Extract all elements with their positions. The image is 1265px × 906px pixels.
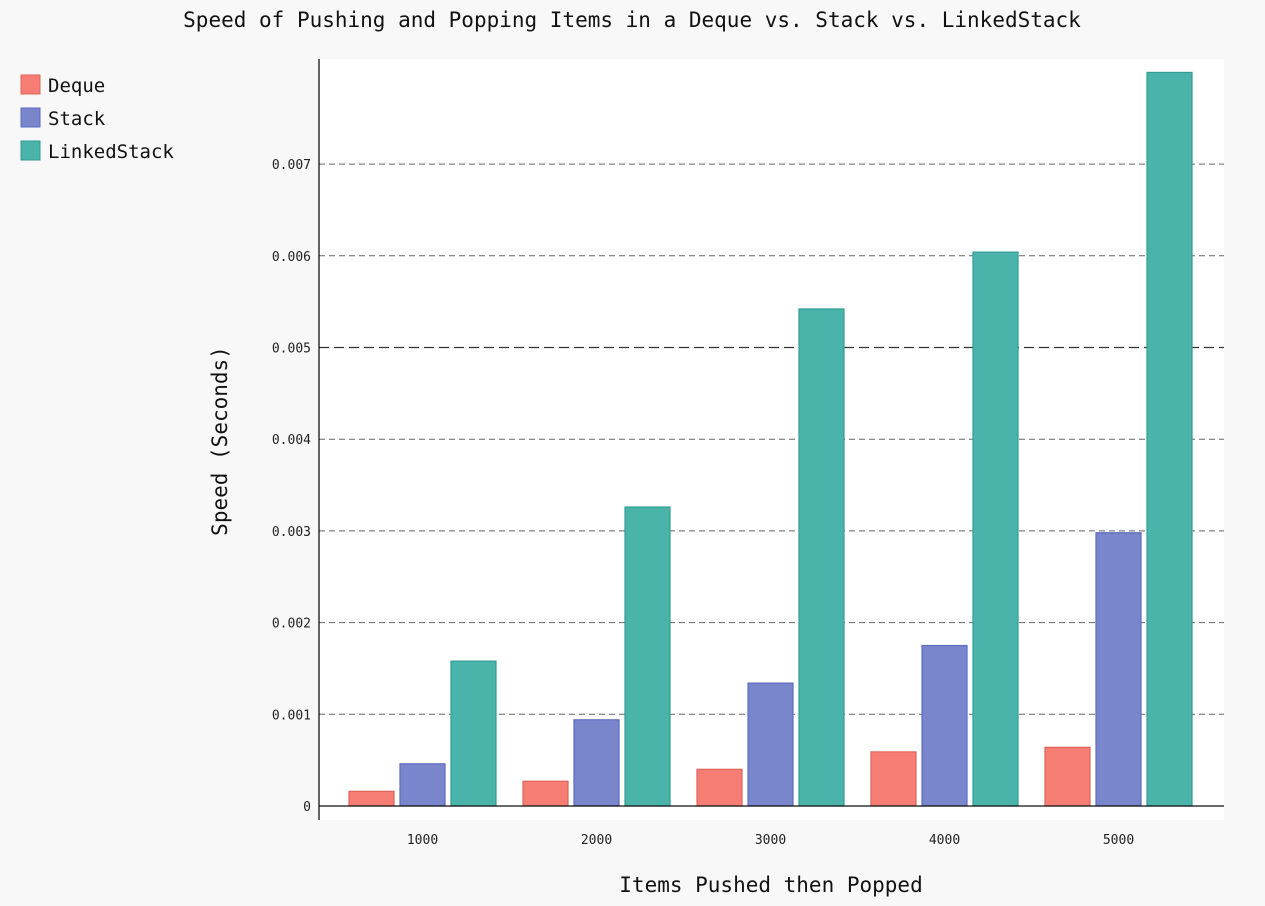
bar-stack-3000[interactable] [747,682,794,807]
bar-linkedstack-5000[interactable] [1146,71,1193,807]
y-axis-title: Speed (Seconds) [208,346,232,536]
x-tick-labels: 1000 2000 3000 4000 5000 [407,833,1134,848]
y-tick-label: 0.001 [272,708,311,723]
bar-stack-5000[interactable] [1095,532,1142,807]
x-tick-label: 1000 [407,833,438,848]
x-tick-label: 3000 [755,833,786,848]
chart-title: Speed of Pushing and Popping Items in a … [183,8,1081,32]
bar-linkedstack-1000[interactable] [450,660,497,807]
legend-swatch-deque[interactable] [20,74,41,95]
y-tick-labels: 0 0.001 0.002 0.003 0.004 0.005 0.006 0.007 [272,158,311,815]
y-tick-label: 0 [303,800,311,815]
y-tick-label: 0.004 [272,433,311,448]
y-tick-label: 0.006 [272,250,311,265]
legend-label-linkedstack[interactable]: LinkedStack [48,141,174,163]
bar-deque-2000[interactable] [522,780,569,807]
x-axis-title: Items Pushed then Popped [619,873,922,897]
y-tick-label: 0.002 [272,617,311,632]
legend-label-stack[interactable]: Stack [48,108,106,130]
bar-linkedstack-2000[interactable] [624,506,671,807]
bars [348,71,1193,807]
bar-linkedstack-4000[interactable] [972,251,1019,807]
y-tick-label: 0.003 [272,525,311,540]
legend-swatch-stack[interactable] [20,107,41,128]
legend-label-deque[interactable]: Deque [48,75,105,97]
bar-stack-1000[interactable] [399,763,446,807]
bar-deque-3000[interactable] [696,768,743,807]
x-tick-label: 4000 [929,833,960,848]
legend: Deque Stack LinkedStack [20,74,174,163]
y-tick-label: 0.005 [272,342,311,357]
bar-deque-1000[interactable] [348,790,395,807]
bar-deque-5000[interactable] [1044,746,1091,807]
y-tick-label: 0.007 [272,158,311,173]
x-tick-label: 2000 [581,833,612,848]
bar-deque-4000[interactable] [870,751,917,807]
bar-stack-2000[interactable] [573,719,620,807]
x-tick-label: 5000 [1103,833,1134,848]
legend-swatch-linkedstack[interactable] [20,140,41,161]
bar-linkedstack-3000[interactable] [798,308,845,807]
bar-stack-4000[interactable] [921,644,968,807]
